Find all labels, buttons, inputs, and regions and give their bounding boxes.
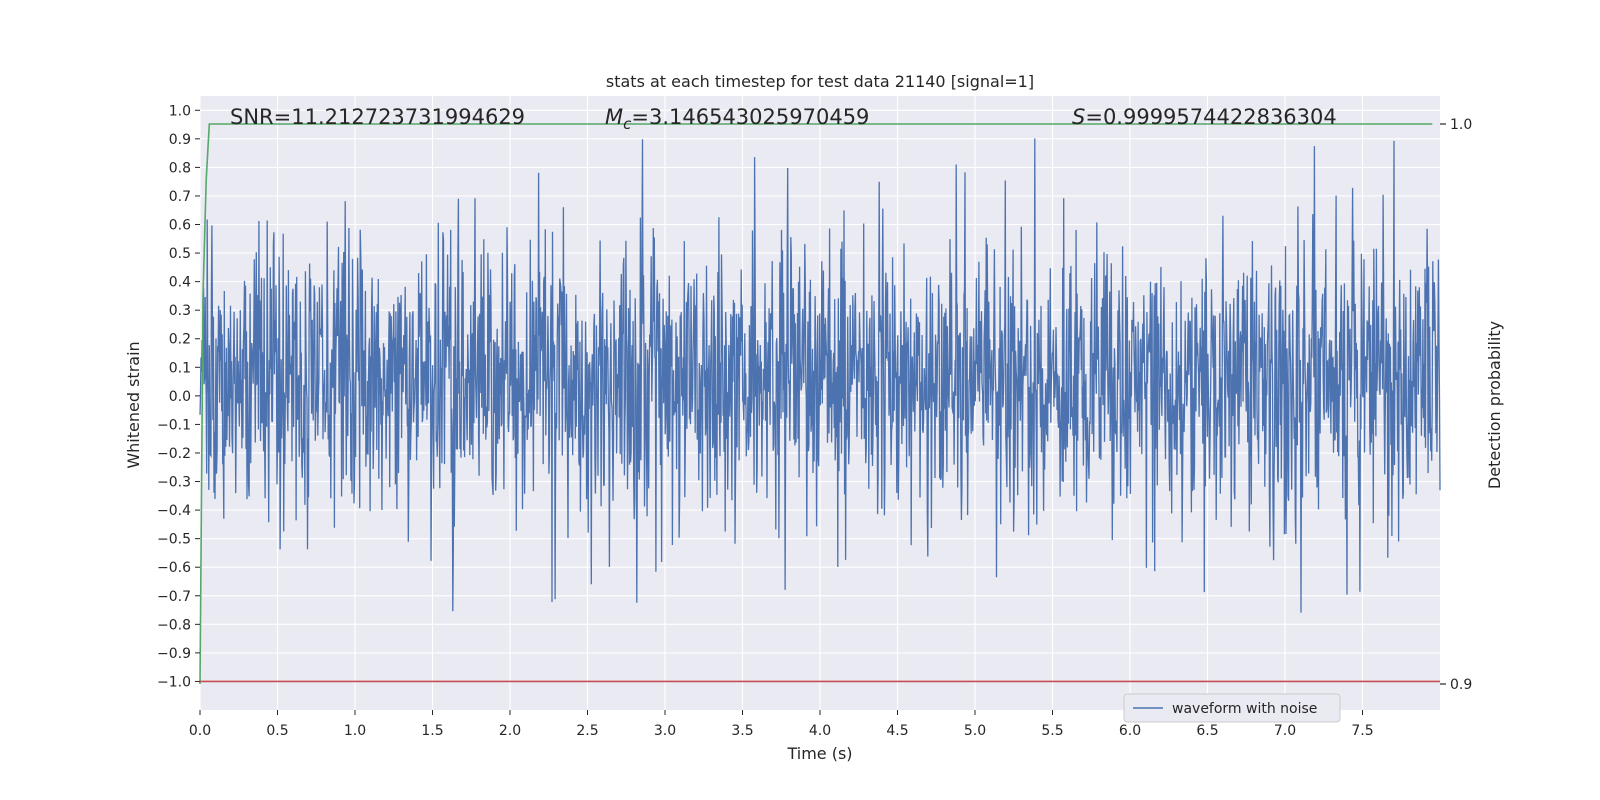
legend-label-waveform: waveform with noise <box>1172 701 1317 717</box>
y-tick-label: −0.4 <box>157 503 191 519</box>
x-tick-label: 3.0 <box>654 723 676 739</box>
y2-axis-label: Detection probability <box>1485 321 1504 489</box>
detection-probability-line <box>199 123 1433 685</box>
y-tick-label: 0.4 <box>169 275 191 291</box>
x-tick-label: 7.0 <box>1274 723 1296 739</box>
chirp-mass-annotation: Mc=3.146543025970459 <box>605 105 869 133</box>
y-tick-label: −0.8 <box>157 617 191 633</box>
y2-tick-label: 0.9 <box>1450 677 1472 693</box>
x-tick-label: 4.5 <box>886 723 908 739</box>
mc-symbol: M <box>605 105 623 129</box>
x-axis-label: Time (s) <box>786 744 852 763</box>
y-tick-label: 0.0 <box>169 389 191 405</box>
chart-title: stats at each timestep for test data 211… <box>606 72 1034 91</box>
x-tick-label: 6.0 <box>1119 723 1141 739</box>
x-tick-label: 6.5 <box>1196 723 1218 739</box>
y-tick-label: 0.7 <box>169 189 191 205</box>
x-tick-label: 2.0 <box>499 723 521 739</box>
y-tick-label: 0.9 <box>169 132 191 148</box>
waveform-series <box>199 138 1441 613</box>
y-tick-label: 0.5 <box>169 246 191 262</box>
snr-annotation: SNR=11.212723731994629 <box>230 105 525 129</box>
x-tick-label: 3.5 <box>731 723 753 739</box>
y-tick-label: −0.5 <box>157 532 191 548</box>
y-tick-label: −0.7 <box>157 589 191 605</box>
x-tick-label: 4.0 <box>809 723 831 739</box>
x-tick-label: 5.5 <box>1041 723 1063 739</box>
mc-subscript: c <box>623 115 632 133</box>
y-tick-label: −0.1 <box>157 417 191 433</box>
significance-annotation: S=0.9999574422836304 <box>1072 105 1337 129</box>
x-tick-label: 1.0 <box>344 723 366 739</box>
x-tick-label: 2.5 <box>576 723 598 739</box>
s-symbol: S <box>1072 105 1085 129</box>
y-axis-label: Whitened strain <box>124 341 143 468</box>
y-tick-label: −1.0 <box>157 674 191 690</box>
s-value: =0.9999574422836304 <box>1085 105 1336 129</box>
y2-tick-label: 1.0 <box>1450 117 1472 133</box>
x-tick-label: 0.0 <box>189 723 211 739</box>
y-tick-label: −0.9 <box>157 646 191 662</box>
y-tick-label: −0.3 <box>157 475 191 491</box>
x-tick-label: 7.5 <box>1351 723 1373 739</box>
x-tick-label: 0.5 <box>266 723 288 739</box>
x-tick-label: 5.0 <box>964 723 986 739</box>
y-tick-label: 0.1 <box>169 360 191 376</box>
legend: waveform with noise <box>1123 693 1341 723</box>
y-tick-label: 0.2 <box>169 332 191 348</box>
legend-box <box>1123 693 1341 723</box>
y-tick-label: 0.6 <box>169 218 191 234</box>
x-tick-label: 1.5 <box>421 723 443 739</box>
y-tick-label: 0.3 <box>169 303 191 319</box>
mc-value: =3.146543025970459 <box>631 105 869 129</box>
waveform-line <box>199 138 1441 613</box>
y-tick-label: −0.6 <box>157 560 191 576</box>
y-tick-label: −0.2 <box>157 446 191 462</box>
x-axis-ticks: 0.0 0.5 1.0 1.5 2.0 2.5 3.0 3.5 4.0 4.5 5.0 5.5 6.0 6… <box>189 710 1374 739</box>
y-axis-ticks: 1.0 0.9 0.8 0.7 0.6 0.5 0.4 0.3 0.2 0.1 0.0 −0.1 −0.… <box>157 103 200 690</box>
y-tick-label: 0.8 <box>169 160 191 176</box>
y2-axis-ticks: 1.0 0.9 <box>1440 117 1472 693</box>
y-tick-label: 1.0 <box>169 103 191 119</box>
